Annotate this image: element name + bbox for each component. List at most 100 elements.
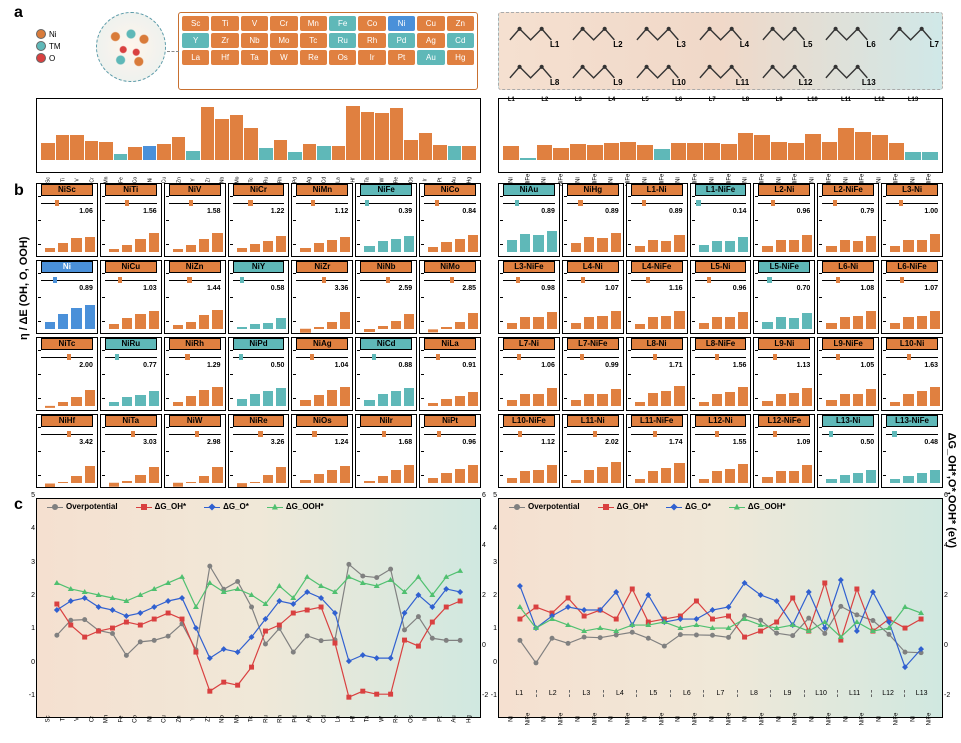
bar-Pd — [288, 152, 302, 160]
mini-title: NiPt — [424, 415, 476, 427]
mini-value: 1.74 — [669, 439, 683, 446]
atom-legend-row: TM — [36, 41, 96, 51]
mini-NiTi: NiTi 1.56 — [100, 183, 162, 257]
mini-title: L4-Ni — [567, 261, 619, 273]
mini-value: 1.08 — [861, 285, 875, 292]
periodic-cell-Rh: Rh — [358, 33, 385, 48]
mini-value: 1.55 — [733, 439, 747, 446]
periodic-cell-Ru: Ru — [329, 33, 356, 48]
mini-value: 1.29 — [207, 362, 221, 369]
mini-value: 0.99 — [605, 362, 619, 369]
mini-title: NiOs — [296, 415, 348, 427]
mini-title: L13-Ni — [822, 415, 874, 427]
mini-NiRh: NiRh 1.29 — [164, 337, 226, 411]
mini-value: 0.98 — [541, 285, 555, 292]
mini-value: 0.50 — [271, 362, 285, 369]
mini-value: 0.91 — [462, 362, 476, 369]
bar-NiFe — [654, 149, 670, 160]
mini-title: NiCd — [360, 338, 412, 350]
bar-Au — [448, 146, 462, 160]
mini-NiAu: NiAu 0.89 — [498, 183, 560, 257]
mini-title: L1-NiFe — [695, 184, 747, 196]
mini-NiW: NiW 2.98 — [164, 414, 226, 488]
mini-title: L5-NiFe — [758, 261, 810, 273]
mini-NiFe: NiFe 0.39 — [355, 183, 417, 257]
mini-L5-Ni: L5-Ni 0.96 — [690, 260, 752, 334]
mini-NiY: NiY 0.58 — [228, 260, 290, 334]
mini-Ni: Ni 0.89 — [36, 260, 98, 334]
periodic-cell-Zn: Zn — [447, 16, 474, 31]
mini-value: 0.96 — [797, 208, 811, 215]
bar-Zn — [172, 137, 186, 160]
ligand-L10: L10 — [626, 51, 689, 89]
mini-value: 1.06 — [79, 208, 93, 215]
bar-NiFe — [687, 143, 703, 160]
mini-title: NiCo — [424, 184, 476, 196]
mini-L12-NiFe: L12-NiFe 1.09 — [753, 414, 815, 488]
mini-NiHf: NiHf 3.42 — [36, 414, 98, 488]
bar-Zr — [201, 107, 215, 160]
atom-legend-row: Ni — [36, 29, 96, 39]
bar-Nb — [215, 119, 229, 160]
mini-L6-NiFe: L6-NiFe 1.07 — [881, 260, 943, 334]
periodic-cell-Hg: Hg — [447, 50, 474, 65]
periodic-cell-Ag: Ag — [417, 33, 444, 48]
periodic-cell-Y: Y — [182, 33, 209, 48]
periodic-cell-Re: Re — [300, 50, 327, 65]
mini-title: NiZr — [296, 261, 348, 273]
periodic-cell-Ti: Ti — [211, 16, 238, 31]
ligand-L3: L3 — [626, 13, 689, 51]
mini-L11-NiFe: L11-NiFe 1.74 — [626, 414, 688, 488]
mini-value: 0.70 — [797, 285, 811, 292]
mini-title: NiAg — [296, 338, 348, 350]
mini-title: L2-Ni — [758, 184, 810, 196]
mini-title: L2-NiFe — [822, 184, 874, 196]
mini-NiHg: NiHg 0.89 — [562, 183, 624, 257]
mini-value: 0.96 — [462, 439, 476, 446]
mini-value: 1.07 — [605, 285, 619, 292]
mini-title: L6-Ni — [822, 261, 874, 273]
bar-Ni — [771, 142, 787, 160]
mini-title: NiPd — [233, 338, 285, 350]
mini-value: 1.09 — [797, 439, 811, 446]
mini-value: 1.24 — [335, 439, 349, 446]
mini-value: 1.07 — [924, 285, 938, 292]
periodic-cell-Au: Au — [417, 50, 444, 65]
mini-L9-Ni: L9-Ni 1.13 — [753, 337, 815, 411]
panel-a-label: a — [14, 4, 23, 22]
mini-value: 1.63 — [924, 362, 938, 369]
mini-title: L3-Ni — [886, 184, 938, 196]
periodic-cell-Pd: Pd — [388, 33, 415, 48]
mini-value: 0.39 — [399, 208, 413, 215]
atom-legend: NiTMO — [36, 12, 96, 90]
periodic-cell-V: V — [241, 16, 268, 31]
mini-value: 3.26 — [271, 439, 285, 446]
panel-c-label: c — [14, 496, 23, 514]
bar-Cd — [317, 146, 331, 160]
mini-title: NiHf — [41, 415, 93, 427]
mini-value: 1.12 — [541, 439, 555, 446]
periodic-cell-Hf: Hf — [211, 50, 238, 65]
bar-Ni — [671, 143, 687, 160]
mini-value: 1.00 — [924, 208, 938, 215]
bar-NiFe — [855, 132, 871, 160]
barchart-a-left: ScTiVCrMnFeCoNiCuZnYZrNbMoTcRuRhPdAgCdLa… — [36, 98, 481, 173]
panel-c-left: Overpotential ΔG_OH* ΔG_O* ΔG_OOH* -1012… — [36, 498, 481, 718]
cluster-structure — [96, 12, 166, 82]
mini-title: L6-NiFe — [886, 261, 938, 273]
mini-title: NiLa — [424, 338, 476, 350]
periodic-cell-Ir: Ir — [358, 50, 385, 65]
mini-NiRu: NiRu 0.77 — [100, 337, 162, 411]
panel-b-label: b — [14, 182, 24, 200]
panel-c-right: Overpotential ΔG_OH* ΔG_O* ΔG_OOH* -1012… — [498, 498, 943, 718]
mini-L8-NiFe: L8-NiFe 1.56 — [690, 337, 752, 411]
mini-value: 0.48 — [924, 439, 938, 446]
mini-value: 2.02 — [605, 439, 619, 446]
mini-L1-NiFe: L1-NiFe 0.14 — [690, 183, 752, 257]
bar-NiFe — [721, 144, 737, 160]
ligand-L1: L1 — [499, 13, 562, 51]
mini-title: L10-NiFe — [503, 415, 555, 427]
periodic-cell-Nb: Nb — [241, 33, 268, 48]
bar-Sc — [41, 143, 55, 160]
mini-L13-Ni: L13-Ni 0.50 — [817, 414, 879, 488]
